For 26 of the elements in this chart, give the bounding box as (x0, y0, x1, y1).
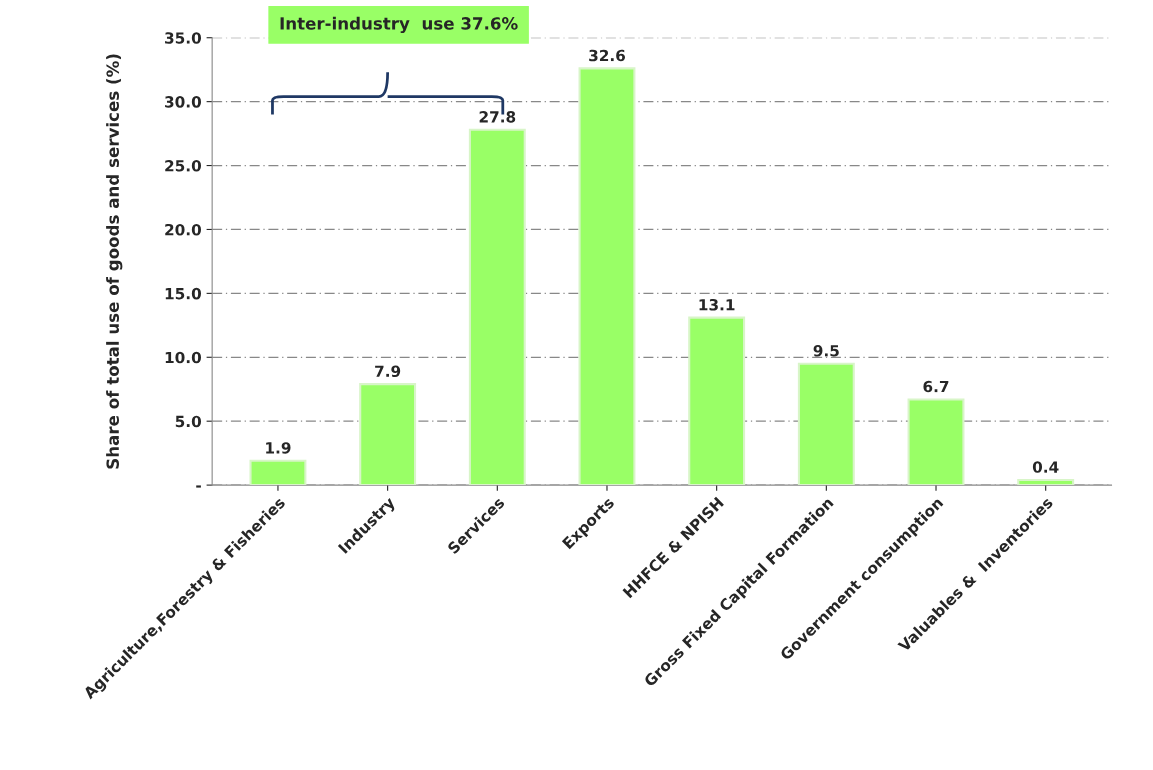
bar (578, 67, 636, 486)
y-tick-label: 25.0 (165, 160, 202, 172)
y-tick-label: 10.0 (165, 351, 202, 364)
y-axis-title: Share of total use of goods and services (%) (106, 54, 123, 469)
bar (907, 398, 965, 486)
bar (1017, 478, 1075, 486)
data-label: 0.4 (1032, 461, 1059, 473)
bar (468, 128, 526, 486)
bar (249, 459, 307, 486)
y-tick-label: 20.0 (165, 223, 202, 236)
data-label: 32.6 (589, 49, 626, 62)
y-tick-label: 35.0 (165, 32, 202, 44)
data-label: 6.7 (923, 380, 949, 393)
y-tick-label: 5.0 (175, 415, 202, 428)
bar (359, 383, 417, 486)
y-tick-label: - (196, 485, 201, 488)
data-label: 13.1 (699, 298, 735, 311)
data-label: 1.9 (266, 442, 291, 454)
data-label: 7.9 (375, 365, 401, 377)
bar (797, 362, 855, 486)
data-label: 9.5 (813, 345, 839, 357)
text: Inter-industry use 37.6% (280, 16, 518, 34)
data-label: 27.8 (479, 111, 516, 123)
y-tick-label: 15.0 (165, 287, 202, 300)
y-tick-label: 30.0 (165, 96, 202, 108)
bar (688, 316, 746, 486)
